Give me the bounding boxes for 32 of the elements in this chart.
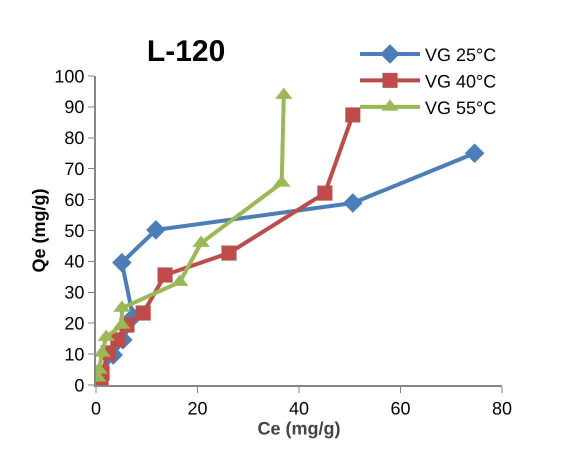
point bbox=[136, 306, 151, 320]
y-tick-label: 40 bbox=[64, 252, 84, 272]
y-tick-label: 0 bbox=[74, 375, 84, 396]
y-tick-label: 30 bbox=[64, 282, 84, 303]
x-axis-title: Ce (mg/g) bbox=[258, 418, 340, 439]
legend-label: VG 25°C bbox=[425, 45, 496, 66]
y-tick-label: 10 bbox=[64, 344, 84, 364]
y-tick-label: 100 bbox=[54, 66, 84, 86]
x-tick-label: 20 bbox=[187, 398, 208, 419]
y-tick-label: 60 bbox=[64, 190, 84, 210]
point bbox=[158, 268, 173, 282]
point bbox=[343, 193, 363, 213]
point bbox=[317, 186, 332, 201]
x-tick-label: 80 bbox=[492, 398, 512, 419]
point bbox=[146, 220, 166, 240]
legend-label: VG 55°C bbox=[425, 98, 496, 118]
y-tick-label: 90 bbox=[64, 97, 84, 118]
chart-title: L-120 bbox=[146, 34, 226, 68]
y-tick-label: 70 bbox=[64, 159, 84, 179]
point bbox=[110, 332, 126, 348]
point bbox=[464, 144, 484, 163]
y-tick-label: 50 bbox=[64, 220, 84, 241]
point bbox=[345, 107, 360, 122]
y-tick-label: 80 bbox=[64, 128, 84, 148]
point bbox=[221, 246, 236, 261]
y-tick-label: 20 bbox=[64, 314, 84, 334]
point bbox=[112, 252, 132, 272]
y-axis-title: Qe (mg/g) bbox=[29, 188, 50, 272]
x-tick-label: 40 bbox=[288, 398, 310, 419]
legend-label: VG 40°C bbox=[425, 71, 496, 92]
x-tick-label: 60 bbox=[390, 398, 411, 419]
x-tick-label: 0 bbox=[90, 398, 102, 419]
